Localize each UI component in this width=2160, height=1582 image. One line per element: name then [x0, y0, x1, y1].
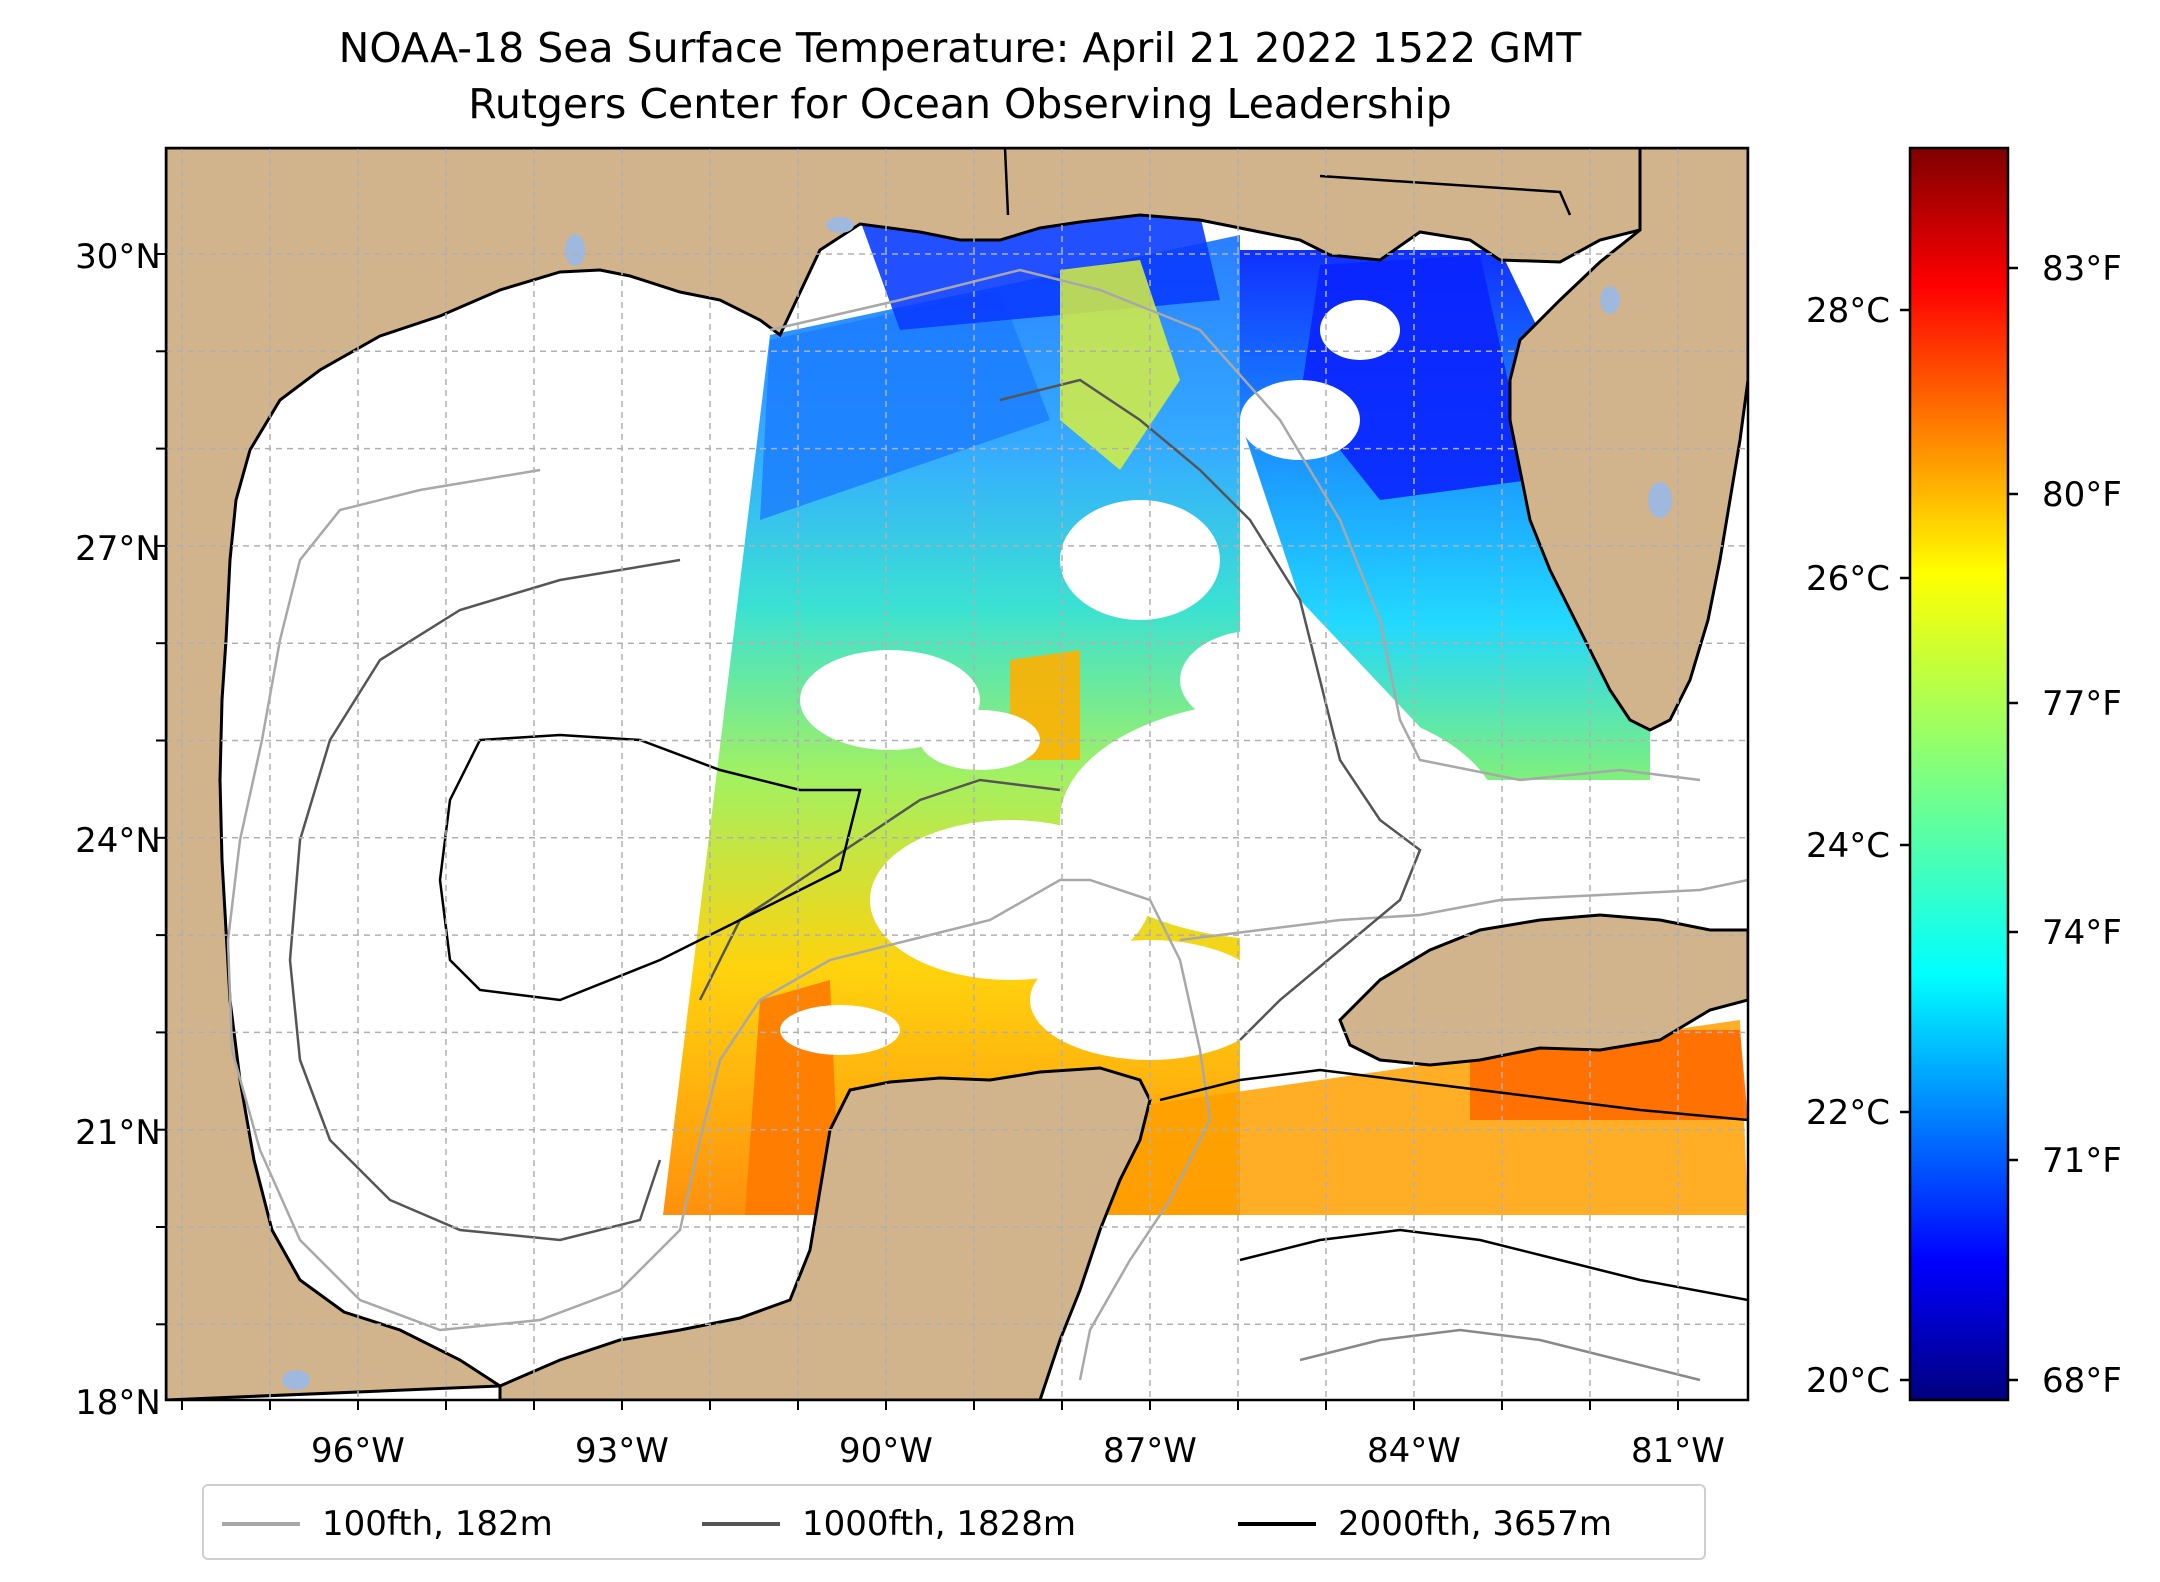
lat-label: 21°N	[75, 1113, 161, 1153]
borders	[1003, 148, 1642, 230]
lat-axis-labels: 30°N 27°N 24°N 21°N 18°N	[75, 237, 161, 1423]
land	[166, 148, 1748, 1400]
legend-label: 1000fth, 1828m	[802, 1504, 1077, 1544]
legend-line-icon	[222, 1522, 300, 1526]
fahrenheit-label: 77°F	[2042, 684, 2122, 724]
lat-label: 24°N	[75, 821, 161, 861]
fahrenheit-label: 83°F	[2042, 249, 2122, 289]
lon-label: 87°W	[1103, 1431, 1197, 1471]
lat-label: 30°N	[75, 237, 161, 277]
lat-label: 27°N	[75, 529, 161, 569]
lon-label: 81°W	[1631, 1431, 1725, 1471]
legend-item-100fth: 100fth, 182m	[222, 1504, 553, 1544]
legend-line-icon	[702, 1522, 780, 1526]
lat-label: 18°N	[75, 1383, 161, 1423]
fahrenheit-label: 71°F	[2042, 1141, 2122, 1181]
lon-axis-labels: 96°W 93°W 90°W 87°W 84°W 81°W	[311, 1431, 1725, 1471]
legend-label: 100fth, 182m	[322, 1504, 553, 1544]
lon-label: 93°W	[575, 1431, 669, 1471]
lon-label: 84°W	[1367, 1431, 1461, 1471]
fahrenheit-label: 74°F	[2042, 913, 2122, 953]
colorbar-gradient	[1908, 146, 2010, 1402]
lakes	[282, 217, 1672, 1390]
legend-item-2000fth: 2000fth, 3657m	[1238, 1504, 1612, 1544]
celsius-label: 22°C	[1806, 1093, 1890, 1133]
celsius-label: 20°C	[1806, 1361, 1890, 1401]
map-area	[166, 148, 1748, 1400]
lon-label: 90°W	[839, 1431, 933, 1471]
axis-ticks	[156, 253, 1679, 1410]
map-frame	[164, 146, 1750, 1402]
sst-swath	[663, 215, 1748, 1215]
celsius-label: 26°C	[1806, 559, 1890, 599]
fahrenheit-label: 68°F	[2042, 1361, 2122, 1401]
celsius-label: 28°C	[1806, 291, 1890, 331]
legend-line-icon	[1238, 1522, 1316, 1526]
lon-label: 96°W	[311, 1431, 405, 1471]
colorbar: 28°C 26°C 24°C 22°C 20°C 83°F 80°F 77°F …	[1806, 146, 2122, 1402]
legend-item-1000fth: 1000fth, 1828m	[702, 1504, 1076, 1544]
chart-subtitle: Rutgers Center for Ocean Observing Leade…	[468, 80, 1452, 128]
chart-title: NOAA-18 Sea Surface Temperature: April 2…	[338, 24, 1582, 72]
legend: 100fth, 182m 1000fth, 1828m 2000fth, 365…	[202, 1484, 1706, 1560]
celsius-label: 24°C	[1806, 826, 1890, 866]
legend-label: 2000fth, 3657m	[1338, 1504, 1613, 1544]
fahrenheit-label: 80°F	[2042, 475, 2122, 515]
